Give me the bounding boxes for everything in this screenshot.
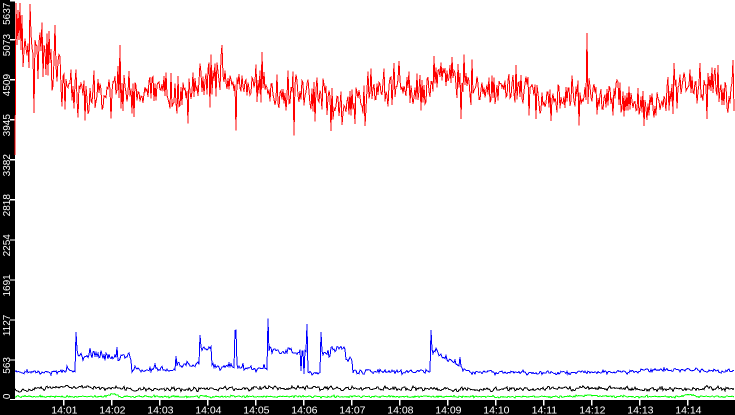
svg-text:14:05: 14:05 — [243, 404, 269, 415]
svg-text:3382: 3382 — [2, 154, 13, 177]
svg-text:2818: 2818 — [2, 194, 13, 217]
svg-text:2254: 2254 — [2, 234, 13, 257]
svg-text:563: 563 — [2, 357, 13, 374]
svg-text:14:10: 14:10 — [483, 404, 509, 415]
svg-text:14:03: 14:03 — [147, 404, 173, 415]
svg-text:14:13: 14:13 — [627, 404, 653, 415]
svg-text:14:09: 14:09 — [435, 404, 461, 415]
svg-text:5073: 5073 — [2, 34, 13, 57]
svg-text:14:06: 14:06 — [291, 404, 317, 415]
svg-text:4509: 4509 — [2, 74, 13, 97]
svg-text:0: 0 — [2, 393, 13, 399]
svg-text:1127: 1127 — [2, 314, 13, 336]
svg-text:14:02: 14:02 — [99, 404, 125, 415]
svg-text:5637: 5637 — [2, 2, 13, 25]
svg-text:14:12: 14:12 — [579, 404, 605, 415]
svg-text:14:04: 14:04 — [195, 404, 221, 415]
svg-text:14:08: 14:08 — [387, 404, 413, 415]
svg-text:1691: 1691 — [2, 274, 13, 297]
svg-text:14:07: 14:07 — [339, 404, 365, 415]
svg-text:3945: 3945 — [2, 114, 13, 137]
svg-text:14:14: 14:14 — [675, 404, 701, 415]
svg-text:14:11: 14:11 — [532, 404, 558, 415]
svg-text:14:01: 14:01 — [51, 404, 77, 415]
